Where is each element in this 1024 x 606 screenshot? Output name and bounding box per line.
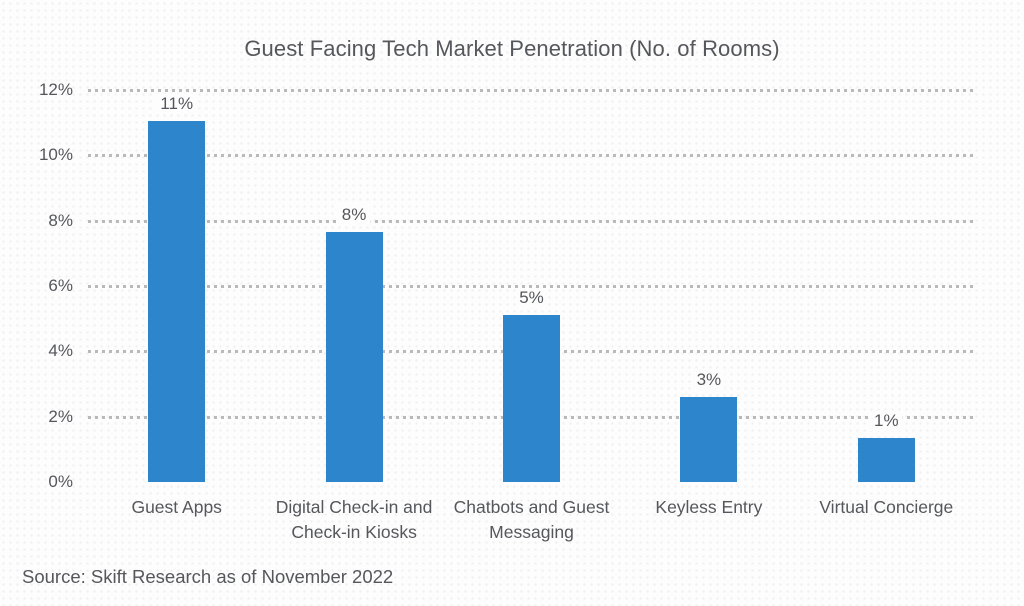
- y-axis-tick-label: 8%: [48, 210, 73, 230]
- gridline-10pct: [88, 154, 975, 158]
- gridline-12pct: [88, 89, 975, 92]
- bar-value-label: 11%: [156, 94, 198, 115]
- bar: [857, 437, 915, 482]
- x-axis-category-label: Virtual Concierge: [819, 497, 954, 517]
- x-axis-category-label: Keyless Entry: [655, 497, 763, 517]
- x-axis-category-label: Chatbots and Guest Messaging: [453, 497, 610, 542]
- bar: [148, 121, 206, 482]
- bar: [680, 397, 738, 482]
- bar-value-label: 5%: [515, 288, 548, 309]
- bar-value-label: 8%: [337, 205, 371, 226]
- bar-value-label: 3%: [692, 370, 726, 391]
- gridline-6pct: [88, 285, 975, 288]
- x-axis-category-label: Digital Check-in and Check-in Kiosks: [275, 497, 433, 542]
- y-axis-tick-label: 4%: [48, 341, 73, 361]
- plot-area: 0% 2% 4% 6% 8% 10% 12% 11% Guest Apps 8% Digital C…: [39, 80, 975, 542]
- source-note: Source: Skift Research as of November 20…: [22, 566, 394, 587]
- y-axis-tick-label: 10%: [38, 145, 73, 165]
- chart-title: Guest Facing Tech Market Penetration (No…: [244, 36, 780, 61]
- bar: [503, 315, 560, 482]
- y-axis-tick-label: 6%: [48, 276, 73, 295]
- y-axis-tick-label: 2%: [48, 406, 73, 426]
- y-axis-tick-label: 0%: [48, 472, 73, 491]
- y-axis-tick-label: 12%: [38, 80, 73, 99]
- gridline-8pct: [88, 219, 975, 223]
- x-axis-category-label: Guest Apps: [131, 497, 222, 517]
- bar-value-label: 1%: [870, 410, 903, 431]
- bar: [325, 232, 383, 482]
